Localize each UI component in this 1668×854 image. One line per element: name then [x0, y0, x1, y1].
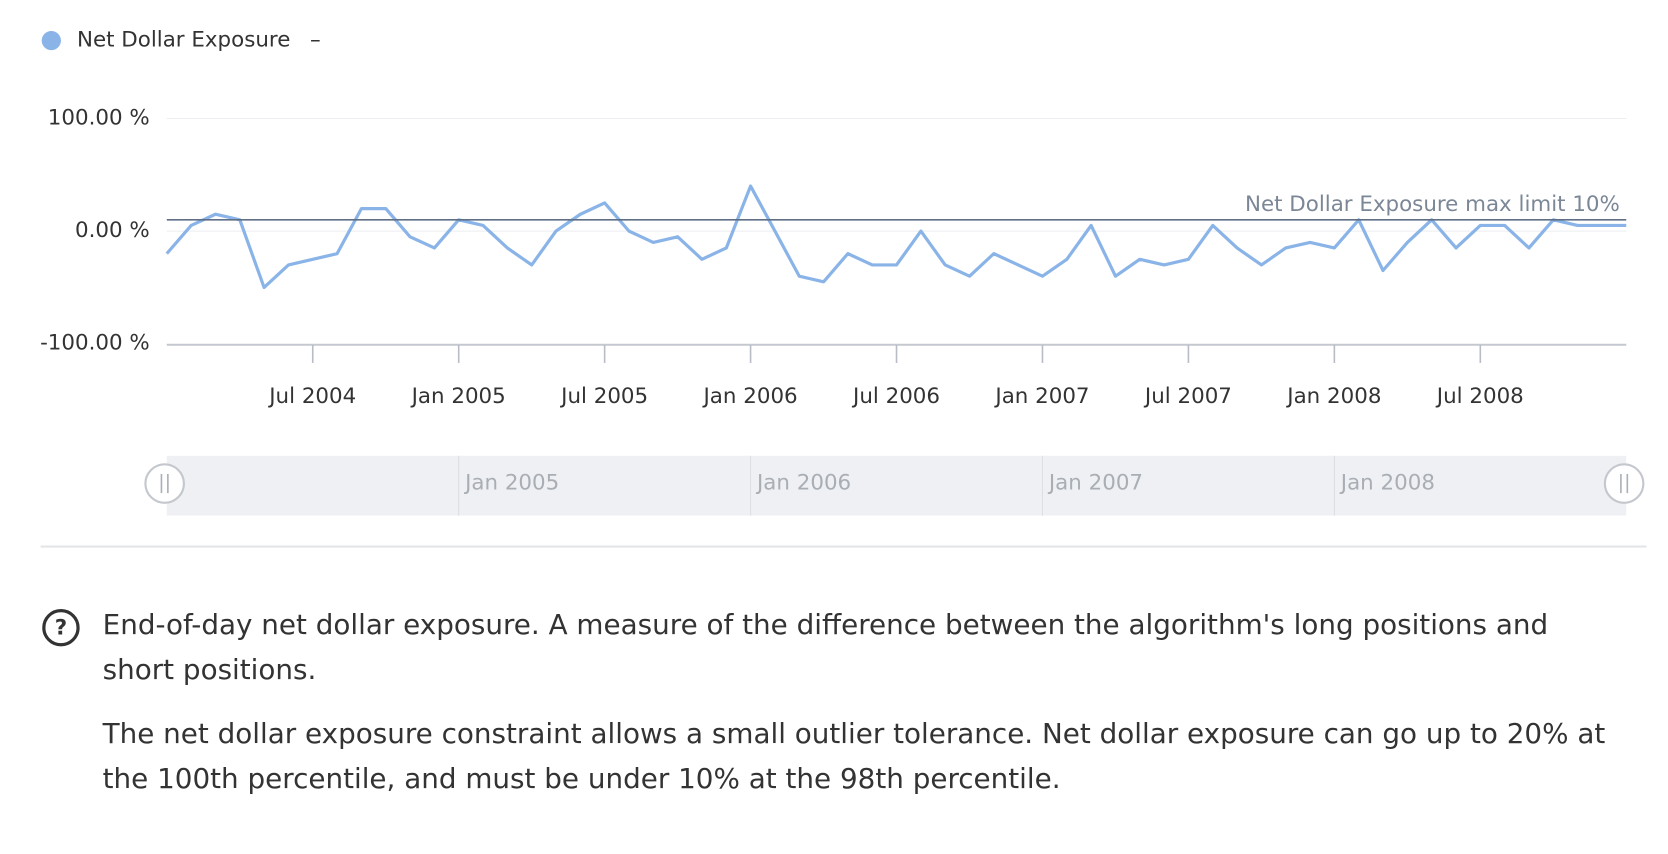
navigator-tick-label: Jan 2006	[755, 471, 851, 496]
chart: Net Dollar Exposure – -100.00 % 0.00 % 100…	[40, 28, 1647, 548]
help-paragraph: End-of-day net dollar exposure. A measur…	[102, 609, 1549, 687]
x-tick-label: Jul 2007	[1143, 384, 1232, 409]
navigator-handle[interactable]	[1603, 463, 1645, 504]
x-tick-label: Jul 2006	[851, 384, 940, 409]
legend-toggle[interactable]: –	[310, 28, 321, 53]
y-tick-label: 100.00 %	[48, 106, 150, 131]
help-icon-glyph: ?	[55, 616, 67, 641]
navigator-tick-label: Jan 2005	[463, 471, 559, 496]
x-tick-label: Jan 2006	[702, 384, 798, 409]
navigator	[166, 455, 1627, 516]
help-icon: ?	[42, 609, 80, 647]
help-paragraph: The net dollar exposure constraint allow…	[102, 718, 1606, 796]
plot-line-label: Net Dollar Exposure max limit 10%	[1245, 192, 1620, 217]
navigator-handle[interactable]	[144, 463, 185, 504]
x-tick-label: Jul 2005	[559, 384, 648, 409]
x-tick-label: Jan 2007	[993, 384, 1089, 409]
x-tick-label: Jul 2008	[1435, 384, 1524, 409]
help-text: End-of-day net dollar exposure. A measur…	[103, 603, 1621, 821]
x-tick-label: Jan 2005	[410, 384, 506, 409]
navigator-tick-label: Jan 2007	[1047, 471, 1143, 496]
y-tick-label: 0.00 %	[75, 218, 150, 243]
x-tick-label: Jan 2008	[1285, 384, 1381, 409]
legend-label: Net Dollar Exposure	[77, 28, 290, 53]
x-tick-label: Jul 2004	[267, 384, 356, 409]
legend-item[interactable]: Net Dollar Exposure	[41, 28, 291, 53]
y-tick-label: -100.00 %	[40, 331, 150, 356]
series-line	[165, 184, 1627, 290]
legend-swatch	[41, 30, 61, 51]
navigator-tick-label: Jan 2008	[1339, 471, 1435, 496]
